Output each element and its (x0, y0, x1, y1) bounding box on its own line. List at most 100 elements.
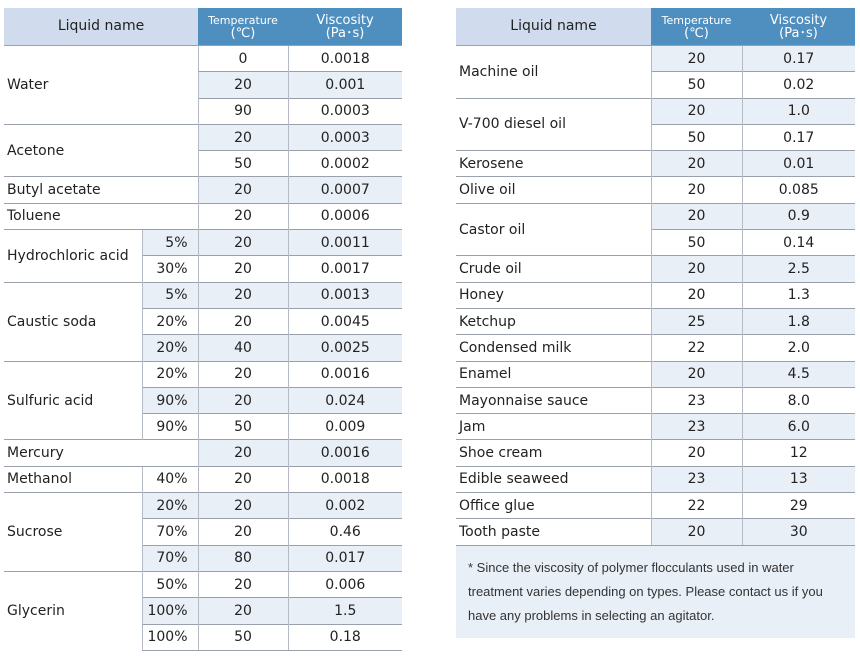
viscosity-cell: 1.0 (741, 97, 855, 125)
liquid-name: Shoe cream (456, 439, 651, 467)
temperature-cell: 50 (650, 123, 742, 151)
viscosity-header: Viscosity (Pa･s) (288, 8, 403, 46)
viscosity-cell: 13 (741, 465, 855, 493)
viscosity-unit: (Pa･s) (779, 25, 818, 41)
temperature-cell: 20 (197, 281, 289, 309)
concentration-cell: 90% (141, 413, 199, 440)
concentration-cell: 5% (141, 281, 199, 309)
temperature-cell: 20 (197, 176, 289, 204)
table-row: 70% 80 0.017 (4, 544, 403, 572)
table-row: Sucrose 20% 20 0.002 (4, 492, 403, 572)
liquid-name: Castor oil (456, 202, 651, 256)
temperature-cell: 20 (650, 202, 742, 230)
concentration-cell: 100% (141, 623, 199, 651)
table-header-row: Liquid name Temperature (℃) Viscosity (P… (456, 8, 855, 46)
table-row: 50 0.17 (456, 123, 855, 151)
viscosity-cell: 1.3 (741, 281, 855, 309)
viscosity-cell: 30 (741, 518, 855, 546)
table-row: Machine oil 20 0.17 (456, 44, 855, 99)
temperature-cell: 20 (197, 465, 289, 493)
temperature-cell: 50 (650, 229, 742, 256)
footnote: * Since the viscosity of polymer floccul… (456, 546, 855, 638)
viscosity-cell: 0.0017 (287, 255, 403, 283)
concentration-cell: 30% (141, 255, 199, 283)
table-row: Ketchup 25 1.8 (456, 307, 855, 335)
temperature-cell: 50 (197, 413, 289, 440)
liquid-name: Honey (456, 281, 651, 309)
liquid-name: Hydrochloric acid (4, 229, 142, 283)
table-row: Mayonnaise sauce 23 8.0 (456, 386, 855, 414)
viscosity-cell: 0.009 (287, 413, 403, 440)
viscosity-cell: 0.14 (741, 229, 855, 256)
temperature-cell: 20 (197, 71, 289, 99)
temperature-cell: 22 (650, 492, 742, 519)
concentration-cell: 5% (141, 229, 199, 256)
liquid-name: Enamel (456, 360, 651, 388)
temperature-cell: 20 (650, 439, 742, 467)
temperature-cell: 20 (197, 202, 289, 230)
table-row: 90% 20 0.024 (4, 386, 403, 414)
temperature-unit: (℃) (230, 25, 256, 41)
temperature-cell: 20 (197, 360, 289, 388)
liquid-name: Water (4, 45, 199, 125)
viscosity-cell: 8.0 (741, 386, 855, 414)
table-row: Butyl acetate 20 0.0007 (4, 176, 403, 204)
viscosity-cell: 0.0018 (287, 44, 403, 72)
temperature-cell: 20 (197, 597, 289, 625)
temperature-label: Temperature (208, 13, 278, 27)
liquid-name: Toluene (4, 202, 199, 230)
concentration-cell: 20% (141, 360, 199, 388)
concentration-cell: 70% (141, 544, 199, 572)
viscosity-cell: 0.0025 (287, 334, 403, 362)
liquid-name: Olive oil (456, 176, 651, 204)
concentration-cell: 20% (141, 492, 199, 519)
concentration-cell: 40% (141, 465, 199, 493)
viscosity-cell: 0.002 (287, 492, 403, 519)
viscosity-cell: 0.0003 (287, 97, 403, 125)
viscosity-cell: 0.024 (287, 386, 403, 414)
viscosity-cell: 0.0011 (287, 229, 403, 256)
table-row: Jam 23 6.0 (456, 413, 855, 440)
viscosity-cell: 0.18 (287, 623, 403, 651)
table-row: 70% 20 0.46 (4, 518, 403, 546)
temperature-header: Temperature (℃) (198, 8, 289, 46)
table-row: 50 0.14 (456, 229, 855, 256)
temperature-cell: 20 (650, 281, 742, 309)
viscosity-cell: 0.001 (287, 71, 403, 99)
concentration-cell: 20% (141, 307, 199, 335)
temperature-cell: 23 (650, 413, 742, 440)
table-header-row: Liquid name Temperature (℃) Viscosity (P… (4, 8, 403, 46)
temperature-cell: 20 (197, 229, 289, 256)
temperature-cell: 20 (197, 123, 289, 151)
temperature-cell: 20 (197, 492, 289, 519)
table-row: Honey 20 1.3 (456, 281, 855, 309)
liquid-name-header: Liquid name (456, 8, 651, 46)
viscosity-cell: 0.0016 (287, 439, 403, 467)
viscosity-unit: (Pa･s) (325, 25, 365, 41)
table-row: 90 0.0003 (4, 97, 403, 125)
concentration-cell: 70% (141, 518, 199, 546)
temperature-cell: 20 (197, 518, 289, 546)
temperature-cell: 40 (197, 334, 289, 362)
temperature-cell: 20 (650, 360, 742, 388)
temperature-cell: 22 (650, 334, 742, 362)
viscosity-table-left: Liquid name Temperature (℃) Viscosity (P… (4, 8, 403, 651)
table-row: Acetone 20 0.0003 (4, 123, 403, 177)
viscosity-cell: 0.0006 (287, 202, 403, 230)
viscosity-cell: 0.085 (741, 176, 855, 204)
table-row: 50 0.02 (456, 71, 855, 99)
viscosity-cell: 1.8 (741, 307, 855, 335)
temperature-cell: 80 (197, 544, 289, 572)
viscosity-cell: 0.17 (741, 44, 855, 72)
table-row: 50 0.0002 (4, 150, 403, 177)
viscosity-cell: 0.01 (741, 150, 855, 177)
temperature-cell: 20 (650, 176, 742, 204)
viscosity-cell: 0.0013 (287, 281, 403, 309)
liquid-name: Condensed milk (456, 334, 651, 362)
temperature-cell: 23 (650, 465, 742, 493)
table-row: Methanol 40% 20 0.0018 (4, 465, 403, 493)
table-row: 100% 50 0.18 (4, 623, 403, 651)
viscosity-cell: 4.5 (741, 360, 855, 388)
viscosity-cell: 0.17 (741, 123, 855, 151)
viscosity-cell: 0.0007 (287, 176, 403, 204)
